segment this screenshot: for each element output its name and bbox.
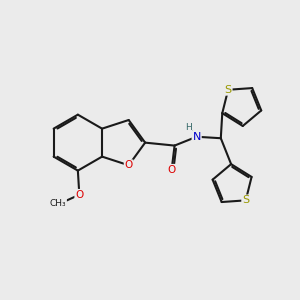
Text: CH₃: CH₃ xyxy=(50,199,66,208)
Text: N: N xyxy=(193,132,201,142)
Text: S: S xyxy=(242,195,249,206)
Text: O: O xyxy=(167,165,176,175)
Text: O: O xyxy=(124,160,133,170)
Text: S: S xyxy=(225,85,232,95)
Text: H: H xyxy=(185,123,192,132)
Text: O: O xyxy=(75,190,83,200)
